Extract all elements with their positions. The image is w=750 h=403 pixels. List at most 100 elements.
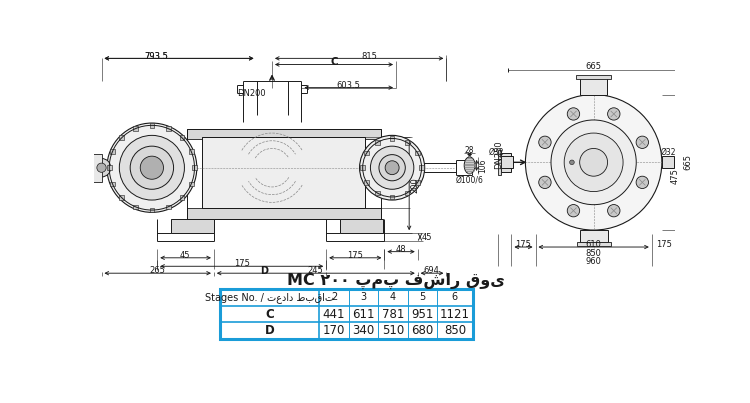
Text: 610: 610 [586, 240, 602, 249]
Bar [220, 289, 472, 339]
Bar [360, 165, 365, 170]
Bar [166, 126, 170, 131]
Circle shape [569, 160, 574, 165]
Bar [189, 182, 194, 186]
Text: 48: 48 [395, 245, 406, 254]
Circle shape [636, 136, 649, 148]
Bar [364, 180, 369, 185]
Text: 245: 245 [308, 266, 323, 275]
Circle shape [130, 146, 173, 189]
Text: 951: 951 [411, 307, 434, 320]
Bar [92, 154, 101, 182]
Bar [501, 156, 513, 168]
Text: 441: 441 [322, 307, 345, 320]
Bar [390, 136, 394, 141]
Text: 5: 5 [419, 292, 425, 302]
Circle shape [608, 108, 620, 120]
Bar [192, 165, 196, 170]
Text: C: C [266, 307, 274, 320]
Circle shape [538, 136, 551, 148]
Bar [416, 180, 420, 185]
Bar [187, 129, 380, 139]
Bar [180, 195, 184, 200]
Text: 4: 4 [390, 292, 396, 302]
Bar [662, 156, 674, 168]
Text: D: D [265, 324, 274, 337]
Circle shape [386, 161, 399, 174]
Text: 603.5: 603.5 [337, 81, 361, 90]
Bar [134, 126, 138, 131]
Circle shape [636, 176, 649, 189]
Text: 694: 694 [424, 266, 439, 275]
Circle shape [567, 108, 580, 120]
Circle shape [359, 135, 424, 200]
Bar [110, 182, 115, 186]
Bar [375, 140, 380, 145]
Bar [419, 165, 424, 170]
Text: 665: 665 [683, 154, 692, 170]
Text: 45: 45 [180, 251, 190, 260]
Bar [149, 123, 154, 128]
Text: 106: 106 [478, 158, 488, 172]
Bar [189, 149, 194, 154]
Circle shape [564, 133, 623, 191]
Text: 793.5: 793.5 [144, 52, 168, 60]
Text: DN200: DN200 [237, 89, 266, 98]
Text: 175: 175 [234, 260, 250, 268]
Text: Ø100/6: Ø100/6 [456, 176, 484, 185]
Bar [390, 195, 394, 199]
Text: 815: 815 [361, 52, 376, 60]
Ellipse shape [464, 157, 475, 174]
Circle shape [140, 156, 164, 179]
Text: 28: 28 [465, 146, 474, 155]
Text: 611: 611 [352, 307, 375, 320]
Text: DN250: DN250 [494, 140, 503, 169]
Text: C: C [330, 57, 338, 67]
Text: 960: 960 [586, 257, 602, 266]
Circle shape [92, 158, 111, 177]
Circle shape [567, 205, 580, 217]
Text: 850: 850 [586, 249, 602, 258]
Text: 200: 200 [411, 177, 420, 193]
Text: MC ۲۰۰ پمپ فشار قوی: MC ۲۰۰ پمپ فشار قوی [287, 273, 505, 289]
Text: 1121: 1121 [440, 307, 470, 320]
Bar [166, 205, 170, 209]
Bar [501, 153, 512, 172]
Text: 665: 665 [586, 62, 602, 71]
Bar [187, 208, 380, 219]
Bar [149, 208, 154, 212]
Bar [364, 151, 369, 156]
Text: 175: 175 [515, 240, 532, 249]
Text: 6: 6 [452, 292, 458, 302]
Text: 175: 175 [347, 251, 363, 260]
Bar [497, 150, 501, 174]
Text: 340: 340 [352, 324, 374, 337]
Text: 265: 265 [149, 266, 165, 275]
Text: 3: 3 [361, 292, 367, 302]
Bar [576, 75, 611, 79]
Circle shape [97, 163, 106, 172]
Text: 175: 175 [656, 240, 672, 249]
Bar [119, 195, 124, 200]
Bar [580, 230, 608, 242]
Text: 510: 510 [382, 324, 404, 337]
Text: 45: 45 [422, 233, 432, 241]
Bar [416, 151, 420, 156]
Circle shape [107, 123, 196, 212]
Bar [107, 165, 112, 170]
Text: 170: 170 [322, 324, 345, 337]
Circle shape [580, 148, 608, 176]
Circle shape [370, 146, 414, 189]
Text: 680: 680 [411, 324, 434, 337]
Bar [375, 191, 380, 195]
Circle shape [119, 135, 184, 200]
Text: D: D [260, 266, 268, 276]
Text: 475: 475 [670, 168, 680, 184]
Bar [404, 140, 410, 145]
Text: 850: 850 [444, 324, 466, 337]
Bar [119, 135, 124, 140]
Bar [577, 242, 610, 246]
Text: Ø32: Ø32 [488, 148, 504, 157]
Text: Stages No. / تعداد طبقات: Stages No. / تعداد طبقات [205, 292, 334, 303]
Bar [134, 205, 138, 209]
